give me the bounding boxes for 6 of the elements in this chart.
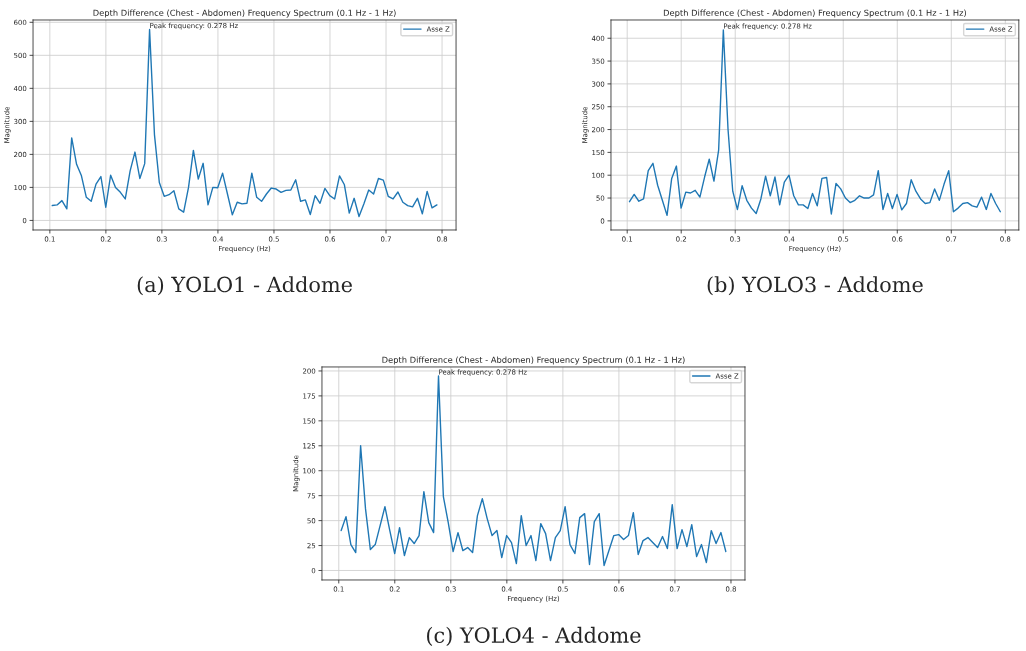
text: (b) YOLO3 - Addome bbox=[707, 276, 923, 296]
chart-title: Depth Difference (Chest - Abdomen) Frequency Spectrum (0.1 Hz - 1 Hz) bbox=[93, 9, 396, 18]
text: (a) YOLO1 - Addome bbox=[137, 276, 352, 296]
chart-title: Depth Difference (Chest - Abdomen) Frequency Spectrum (0.1 Hz - 1 Hz) bbox=[382, 356, 685, 365]
text: (c) YOLO4 - Addome bbox=[427, 626, 641, 646]
chart-title: Depth Difference (Chest - Abdomen) Frequency Spectrum (0.1 Hz - 1 Hz) bbox=[663, 9, 966, 18]
